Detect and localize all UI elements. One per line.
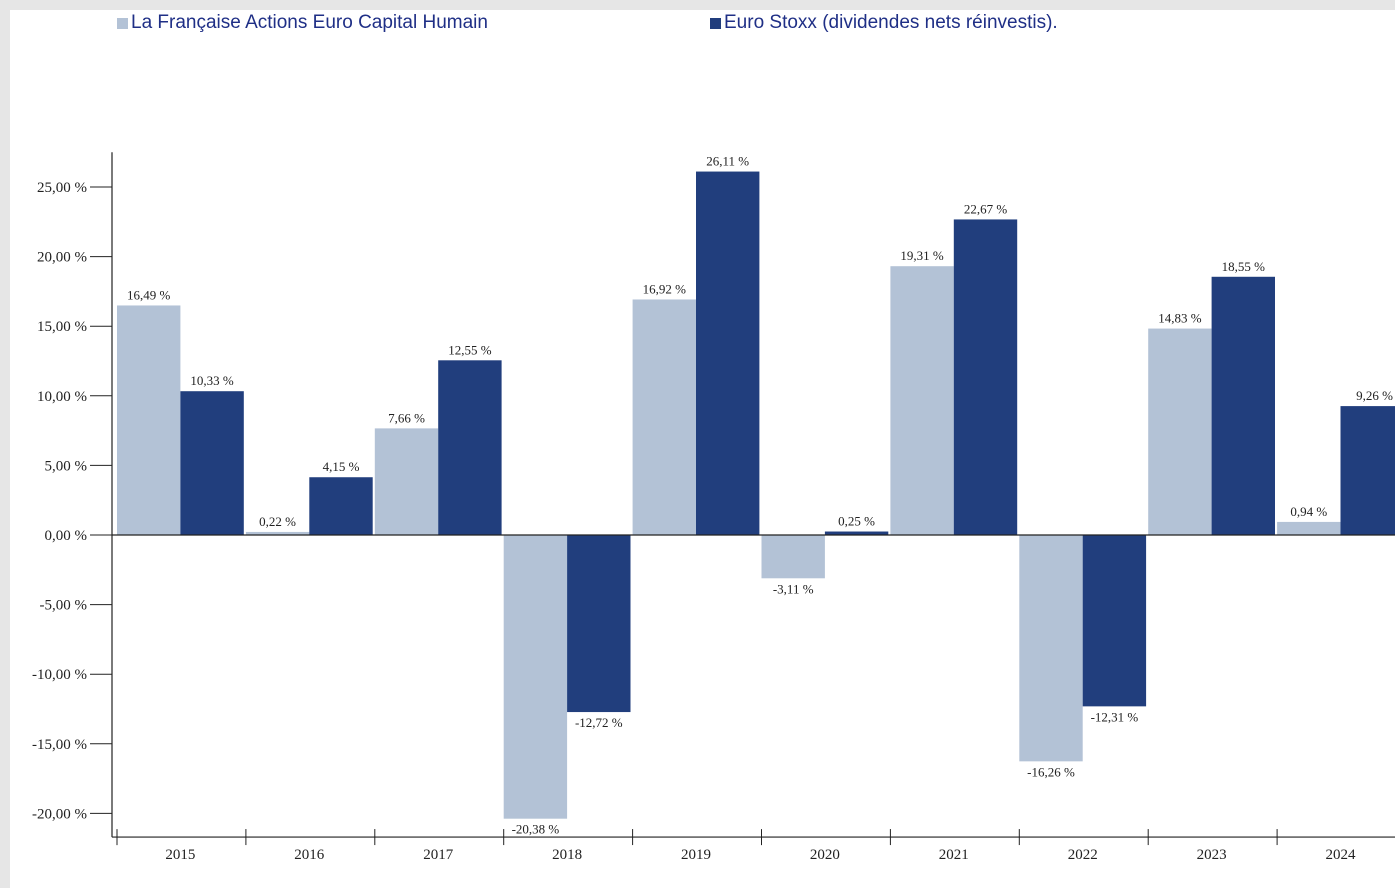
data-label: 0,22 % [259,514,296,529]
x-tick-label: 2018 [552,847,582,863]
y-tick-label: -15,00 % [32,737,87,753]
bar-index-2020 [824,531,889,535]
bar-index-2023 [1211,276,1275,535]
data-label: -16,26 % [1027,764,1075,779]
x-tick-label: 2021 [939,847,969,863]
data-label: 16,49 % [127,287,171,302]
x-tick-label: 2015 [165,847,195,863]
x-tick-label: 2019 [681,847,711,863]
top-border [0,0,1395,10]
y-tick-label: 10,00 % [37,389,87,405]
bar-index-2017 [438,360,502,535]
x-tick-label: 2022 [1068,847,1098,863]
y-tick-label: -20,00 % [32,806,87,822]
data-label: 0,25 % [838,514,875,529]
x-tick-label: 2020 [810,847,840,863]
legend-label-index: Euro Stoxx (dividendes nets réinvestis). [724,12,1058,33]
bar-fund-2021 [890,266,954,535]
data-label: 7,66 % [388,410,425,425]
data-label: 16,92 % [643,281,687,296]
x-tick-label: 2017 [423,847,454,863]
bar-index-2015 [180,391,244,535]
bar-fund-2015 [117,305,181,535]
data-label: 18,55 % [1222,259,1266,274]
data-label: -20,38 % [512,822,560,837]
legend-swatch-index [710,17,721,29]
legend-item-fund: La Française Actions Euro Capital Humain [117,12,488,34]
data-label: 22,67 % [964,201,1008,216]
bar-fund-2022 [1019,535,1083,762]
legend-swatch-fund [117,17,128,29]
y-tick-label: -5,00 % [40,598,88,614]
data-label: -3,11 % [773,581,814,596]
legend-item-index: Euro Stoxx (dividendes nets réinvestis). [710,12,1058,34]
bar-fund-2019 [632,299,696,535]
x-tick-label: 2024 [1326,847,1357,863]
bar-fund-2017 [374,428,439,535]
y-tick-label: 25,00 % [37,180,87,196]
bar-fund-2020 [761,535,825,579]
data-label: -12,72 % [575,715,623,730]
legend-label-fund: La Française Actions Euro Capital Humain [131,12,488,33]
bar-index-2022 [1082,535,1147,707]
data-label: 10,33 % [190,373,234,388]
data-label: 9,26 % [1356,388,1393,403]
y-tick-label: 20,00 % [37,250,87,266]
bar-fund-2024 [1277,521,1341,535]
bar-fund-2023 [1148,328,1212,535]
x-tick-label: 2016 [294,847,325,863]
data-label: -12,31 % [1091,709,1139,724]
left-border [0,0,10,888]
bar-index-2018 [567,535,631,713]
bar-fund-2016 [245,531,310,535]
data-label: 0,94 % [1290,504,1327,519]
bar-index-2024 [1340,406,1395,535]
data-label: 19,31 % [900,248,944,263]
data-label: 4,15 % [323,459,360,474]
x-tick-label: 2023 [1197,847,1227,863]
y-tick-label: 15,00 % [37,319,87,335]
data-label: 26,11 % [706,154,749,169]
y-tick-label: 0,00 % [45,528,88,544]
bar-index-2021 [953,219,1018,535]
y-tick-label: -10,00 % [32,667,87,683]
bar-fund-2018 [503,535,568,819]
y-tick-label: 5,00 % [45,458,88,474]
bar-index-2019 [696,171,760,535]
bar-index-2016 [309,477,373,535]
data-label: 12,55 % [448,342,492,357]
data-label: 14,83 % [1158,311,1202,326]
